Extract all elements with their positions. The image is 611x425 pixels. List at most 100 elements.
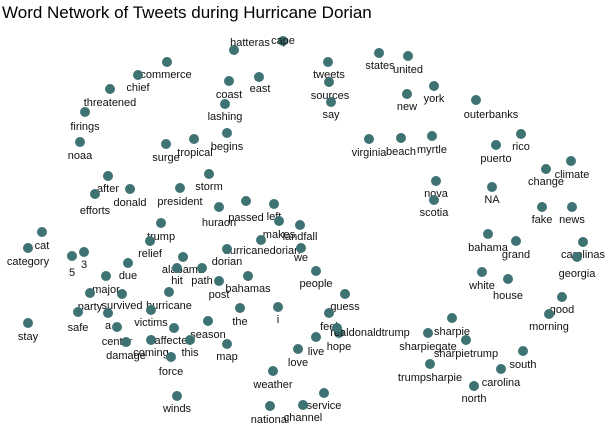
- node-dot: [572, 252, 582, 262]
- node-na: NA: [484, 182, 500, 206]
- node-dot: [311, 266, 321, 276]
- node-threatened: threatened: [84, 84, 136, 109]
- node-trumpsharpie: trumpsharpie: [398, 359, 462, 384]
- node-dot: [243, 271, 253, 281]
- node-dot: [293, 344, 303, 354]
- node-safe: safe: [68, 307, 89, 334]
- node-president: president: [157, 183, 203, 208]
- node-dot: [222, 339, 232, 349]
- node-label: season: [190, 329, 225, 341]
- node-label: service: [307, 400, 342, 412]
- node-chief: chief: [126, 70, 151, 94]
- node-label: morning: [529, 321, 569, 333]
- node-sharpietrump: sharpietrump: [434, 335, 498, 360]
- node-dot: [169, 323, 179, 333]
- node-sharpie: sharpie: [434, 313, 470, 338]
- node-label: surge: [152, 152, 180, 164]
- node-the: the: [232, 303, 248, 328]
- node-label: damage: [106, 350, 146, 362]
- node-label: firings: [70, 121, 100, 133]
- node-donald: donald: [113, 184, 147, 209]
- node-label: safe: [68, 322, 89, 334]
- node-dot: [273, 302, 283, 312]
- node-coast: coast: [216, 76, 242, 101]
- node-label: sharpie: [434, 326, 470, 338]
- node-white: white: [468, 267, 495, 292]
- node-national: national: [251, 401, 289, 425]
- node-dot: [364, 134, 374, 144]
- node-label: passed: [228, 212, 263, 224]
- node-label: coming: [133, 347, 168, 359]
- node-dot: [332, 323, 342, 333]
- node-label: donald: [113, 197, 146, 209]
- node-dot: [269, 199, 279, 209]
- node-dot: [544, 309, 554, 319]
- node-dot: [423, 328, 433, 338]
- node-dot: [256, 235, 266, 245]
- node-dot: [133, 70, 143, 80]
- node-label: i: [277, 314, 279, 326]
- node-passed: passed: [228, 196, 264, 224]
- node-dot: [117, 289, 127, 299]
- node-label: stay: [18, 331, 39, 343]
- node-cat: cat: [35, 227, 49, 252]
- node-bahamas: bahamas: [225, 271, 271, 295]
- node-dot: [402, 89, 412, 99]
- node-dot: [197, 263, 207, 273]
- node-york: york: [424, 81, 445, 105]
- node-hatteras: hatteras: [229, 37, 270, 55]
- node-dot: [145, 236, 155, 246]
- node-label: 3: [81, 259, 87, 271]
- node-dot: [447, 313, 457, 323]
- node-dorian: dorian: [212, 244, 242, 268]
- node-label: tropical: [177, 147, 212, 159]
- node-dot: [461, 335, 471, 345]
- node-dot: [537, 202, 547, 212]
- node-label: 5: [69, 267, 75, 279]
- node-label: category: [7, 256, 50, 268]
- node-hope: hope: [327, 323, 351, 353]
- node-label: cape: [271, 35, 295, 47]
- node-label: post: [209, 289, 230, 301]
- node-south: south: [510, 346, 536, 371]
- node-dot: [37, 227, 47, 237]
- node-dot: [469, 381, 479, 391]
- node-label: begins: [211, 141, 244, 153]
- node-dot: [103, 171, 113, 181]
- node-good: good: [550, 292, 574, 316]
- node-affected: affected: [155, 323, 193, 347]
- node-dot: [340, 289, 350, 299]
- node-dot: [511, 236, 521, 246]
- node-dot: [483, 229, 493, 239]
- node-sources: sources: [311, 77, 350, 102]
- node-hit: hit: [171, 263, 183, 287]
- node-coming: coming: [133, 335, 169, 359]
- node-dot: [162, 57, 172, 67]
- node-storm: storm: [195, 169, 223, 193]
- node-dot: [296, 243, 306, 253]
- node-myrtle: myrtle: [417, 131, 447, 156]
- node-label: climate: [555, 169, 590, 181]
- node-dot: [146, 305, 156, 315]
- node-label: bahama: [468, 242, 509, 254]
- node-dot: [298, 400, 308, 410]
- node-dot: [80, 107, 90, 117]
- node-dot: [429, 81, 439, 91]
- node-this: this: [181, 335, 199, 359]
- node-label: president: [157, 196, 202, 208]
- node-love: love: [288, 344, 308, 369]
- node-label: major: [92, 284, 120, 296]
- node-dot: [491, 140, 501, 150]
- node-label: survived: [102, 300, 143, 312]
- node-label: storm: [195, 181, 223, 193]
- node-dot: [121, 337, 131, 347]
- node-label: north: [461, 393, 486, 405]
- node-damage: damage: [106, 337, 146, 362]
- node-dot: [295, 220, 305, 230]
- node-dot: [518, 346, 528, 356]
- node-dot: [229, 45, 239, 55]
- node-label: york: [424, 93, 445, 105]
- node-georgia: georgia: [559, 252, 596, 280]
- node-news: news: [559, 202, 585, 226]
- node-dot: [516, 129, 526, 139]
